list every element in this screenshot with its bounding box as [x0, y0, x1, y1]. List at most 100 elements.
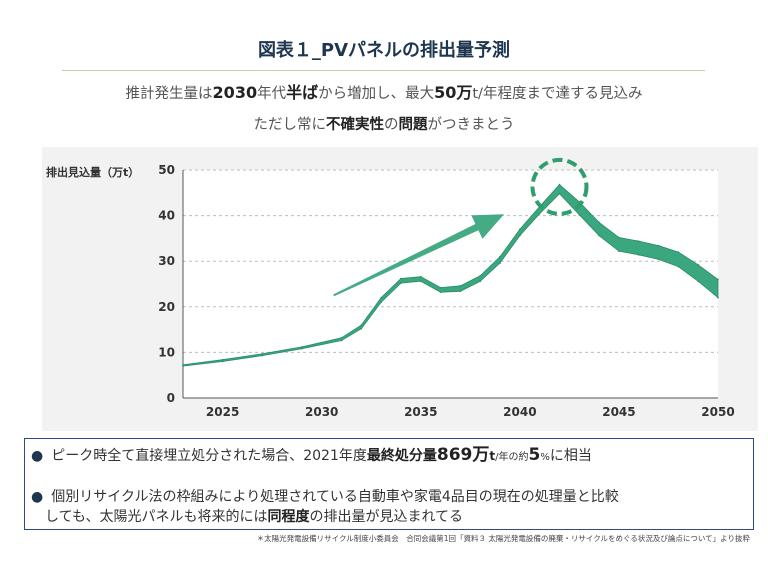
sub2-mid: の — [384, 117, 399, 133]
data-point-upper — [519, 228, 521, 231]
data-point-upper — [677, 251, 680, 253]
b2-line2-pre: しても、太陽光パネルも将来的には — [45, 509, 268, 525]
trend-arrow-icon — [333, 214, 504, 297]
bullet-box: ● ピーク時全て直接埋立処分された場合、2021年度最終処分量869万t/年の約5… — [24, 438, 754, 530]
data-point-lower — [538, 212, 541, 215]
subtitle-line-1: 推計発生量は2030年代半ばから増加し、最大50万t/年程度まで達する見込み — [0, 79, 768, 103]
x-tick-label: 2045 — [602, 405, 635, 419]
sub2-bold-problem: 問題 — [398, 117, 428, 133]
data-point-lower — [697, 280, 699, 283]
title-divider — [62, 70, 705, 71]
sub1-bold-num: 50 — [434, 83, 457, 102]
data-point-upper — [598, 221, 600, 224]
data-point-upper — [637, 240, 640, 242]
sub1-pre: 推計発生量は — [125, 86, 213, 102]
y-axis-label: 排出見込量（万t） — [46, 165, 139, 179]
b1-small1: /年の — [495, 452, 519, 463]
sub2-post: がつきまとう — [427, 117, 515, 133]
data-point-lower — [499, 262, 501, 264]
subtitle-line-2: ただし常に不確実性の問題がつきまとう — [0, 113, 768, 134]
peak-highlight-circle — [530, 157, 589, 216]
sub1-bold-year: 2030 — [212, 83, 258, 102]
data-point-lower — [578, 213, 581, 216]
b1-big-unit: t — [489, 449, 496, 463]
data-point-lower — [717, 296, 719, 299]
b1-big-percent: 5 — [528, 445, 541, 465]
data-point-lower — [360, 327, 363, 330]
data-point-upper — [717, 278, 719, 281]
page-title: 図表１_PVパネルの排出量予測 — [257, 40, 511, 61]
data-point-lower — [182, 365, 184, 367]
x-tick-label: 2035 — [404, 405, 437, 419]
sub1-bold-unit: 万 — [456, 83, 473, 102]
data-point-upper — [360, 324, 363, 326]
data-point-upper — [340, 337, 343, 339]
data-point-lower — [380, 301, 382, 304]
data-point-upper — [400, 277, 402, 280]
y-tick-label: 50 — [158, 163, 175, 177]
x-tick-label: 2040 — [503, 405, 536, 419]
data-point-upper — [182, 363, 184, 366]
sub1-post: t/年程度まで達する見込み — [472, 86, 643, 102]
bullet-item-2: ● 個別リサイクル法の枠組みにより処理されている自動車や家電4品目の現在の処理量と… — [31, 487, 747, 527]
data-point-lower — [598, 234, 600, 237]
data-point-upper — [459, 285, 462, 287]
data-point-lower — [558, 192, 561, 195]
data-point-lower — [637, 254, 640, 256]
data-point-upper — [261, 352, 264, 355]
y-tick-label: 40 — [158, 209, 175, 223]
y-tick-label: 20 — [158, 300, 175, 314]
y-tick-label: 10 — [158, 345, 175, 359]
data-point-upper — [380, 296, 382, 299]
bullet-dot-icon: ● — [31, 448, 44, 464]
x-tick-label: 2050 — [701, 405, 734, 419]
data-point-upper — [439, 286, 442, 289]
data-point-lower — [459, 290, 462, 293]
data-point-upper — [419, 275, 422, 278]
data-point-upper — [618, 236, 620, 239]
data-point-lower — [439, 291, 442, 294]
b1-text1: ピーク時全て直接埋立処分された場合、2021年度 — [51, 448, 367, 464]
data-point-upper — [657, 244, 660, 247]
data-point-upper — [479, 274, 482, 277]
bullet-item-1: ● ピーク時全て直接埋立処分された場合、2021年度最終処分量869万t/年の約5… — [31, 445, 592, 468]
sub1-mid2: から増加し、最大 — [318, 86, 435, 102]
b1-big-value: 869万 — [436, 445, 490, 465]
x-tick-label: 2030 — [305, 405, 338, 419]
data-point-lower — [301, 347, 303, 350]
b1-text2: 約 — [518, 452, 529, 463]
sub1-bold-half: 半ば — [286, 83, 319, 102]
b1-small2: % — [540, 452, 550, 463]
y-tick-label: 0 — [167, 391, 175, 405]
data-point-upper — [301, 346, 303, 348]
data-point-lower — [419, 280, 422, 283]
sub2-bold-uncertainty: 不確実性 — [326, 117, 384, 133]
x-tick-label: 2025 — [206, 405, 239, 419]
b1-text3: に相当 — [549, 448, 592, 464]
data-point-lower — [400, 282, 402, 284]
bullet-dot-icon: ● — [31, 489, 44, 505]
data-point-lower — [479, 280, 482, 283]
plot-area — [183, 170, 718, 398]
data-point-lower — [261, 354, 264, 357]
data-point-lower — [519, 234, 521, 237]
data-point-upper — [499, 255, 501, 258]
chart-panel: 0 10 20 30 40 50 2025 2030 2035 2040 2045 2050 排出見込量… — [42, 147, 758, 431]
data-point-lower — [618, 250, 620, 252]
data-point-lower — [340, 339, 343, 342]
sub2-pre: ただし常に — [253, 117, 327, 133]
b2-line1: 個別リサイクル法の枠組みにより処理されている自動車や家電4品目の現在の処理量と比… — [51, 489, 619, 505]
data-point-upper — [221, 358, 224, 361]
data-point-upper — [697, 264, 699, 266]
b2-line2-post: の排出量が見込まれてる — [309, 509, 464, 525]
sub1-mid1: 年代 — [257, 86, 287, 102]
data-point-lower — [657, 258, 660, 261]
y-tick-label: 30 — [158, 254, 175, 268]
data-point-upper — [558, 183, 561, 186]
source-footnote: ＊太陽光発電設備リサイクル制度小委員会 合同会議第1回「資料３ 太陽光発電設備の… — [256, 534, 750, 543]
b1-bold: 最終処分量 — [366, 448, 437, 464]
b2-bold: 同程度 — [267, 509, 310, 525]
data-point-lower — [221, 360, 224, 363]
data-point-lower — [677, 265, 680, 268]
